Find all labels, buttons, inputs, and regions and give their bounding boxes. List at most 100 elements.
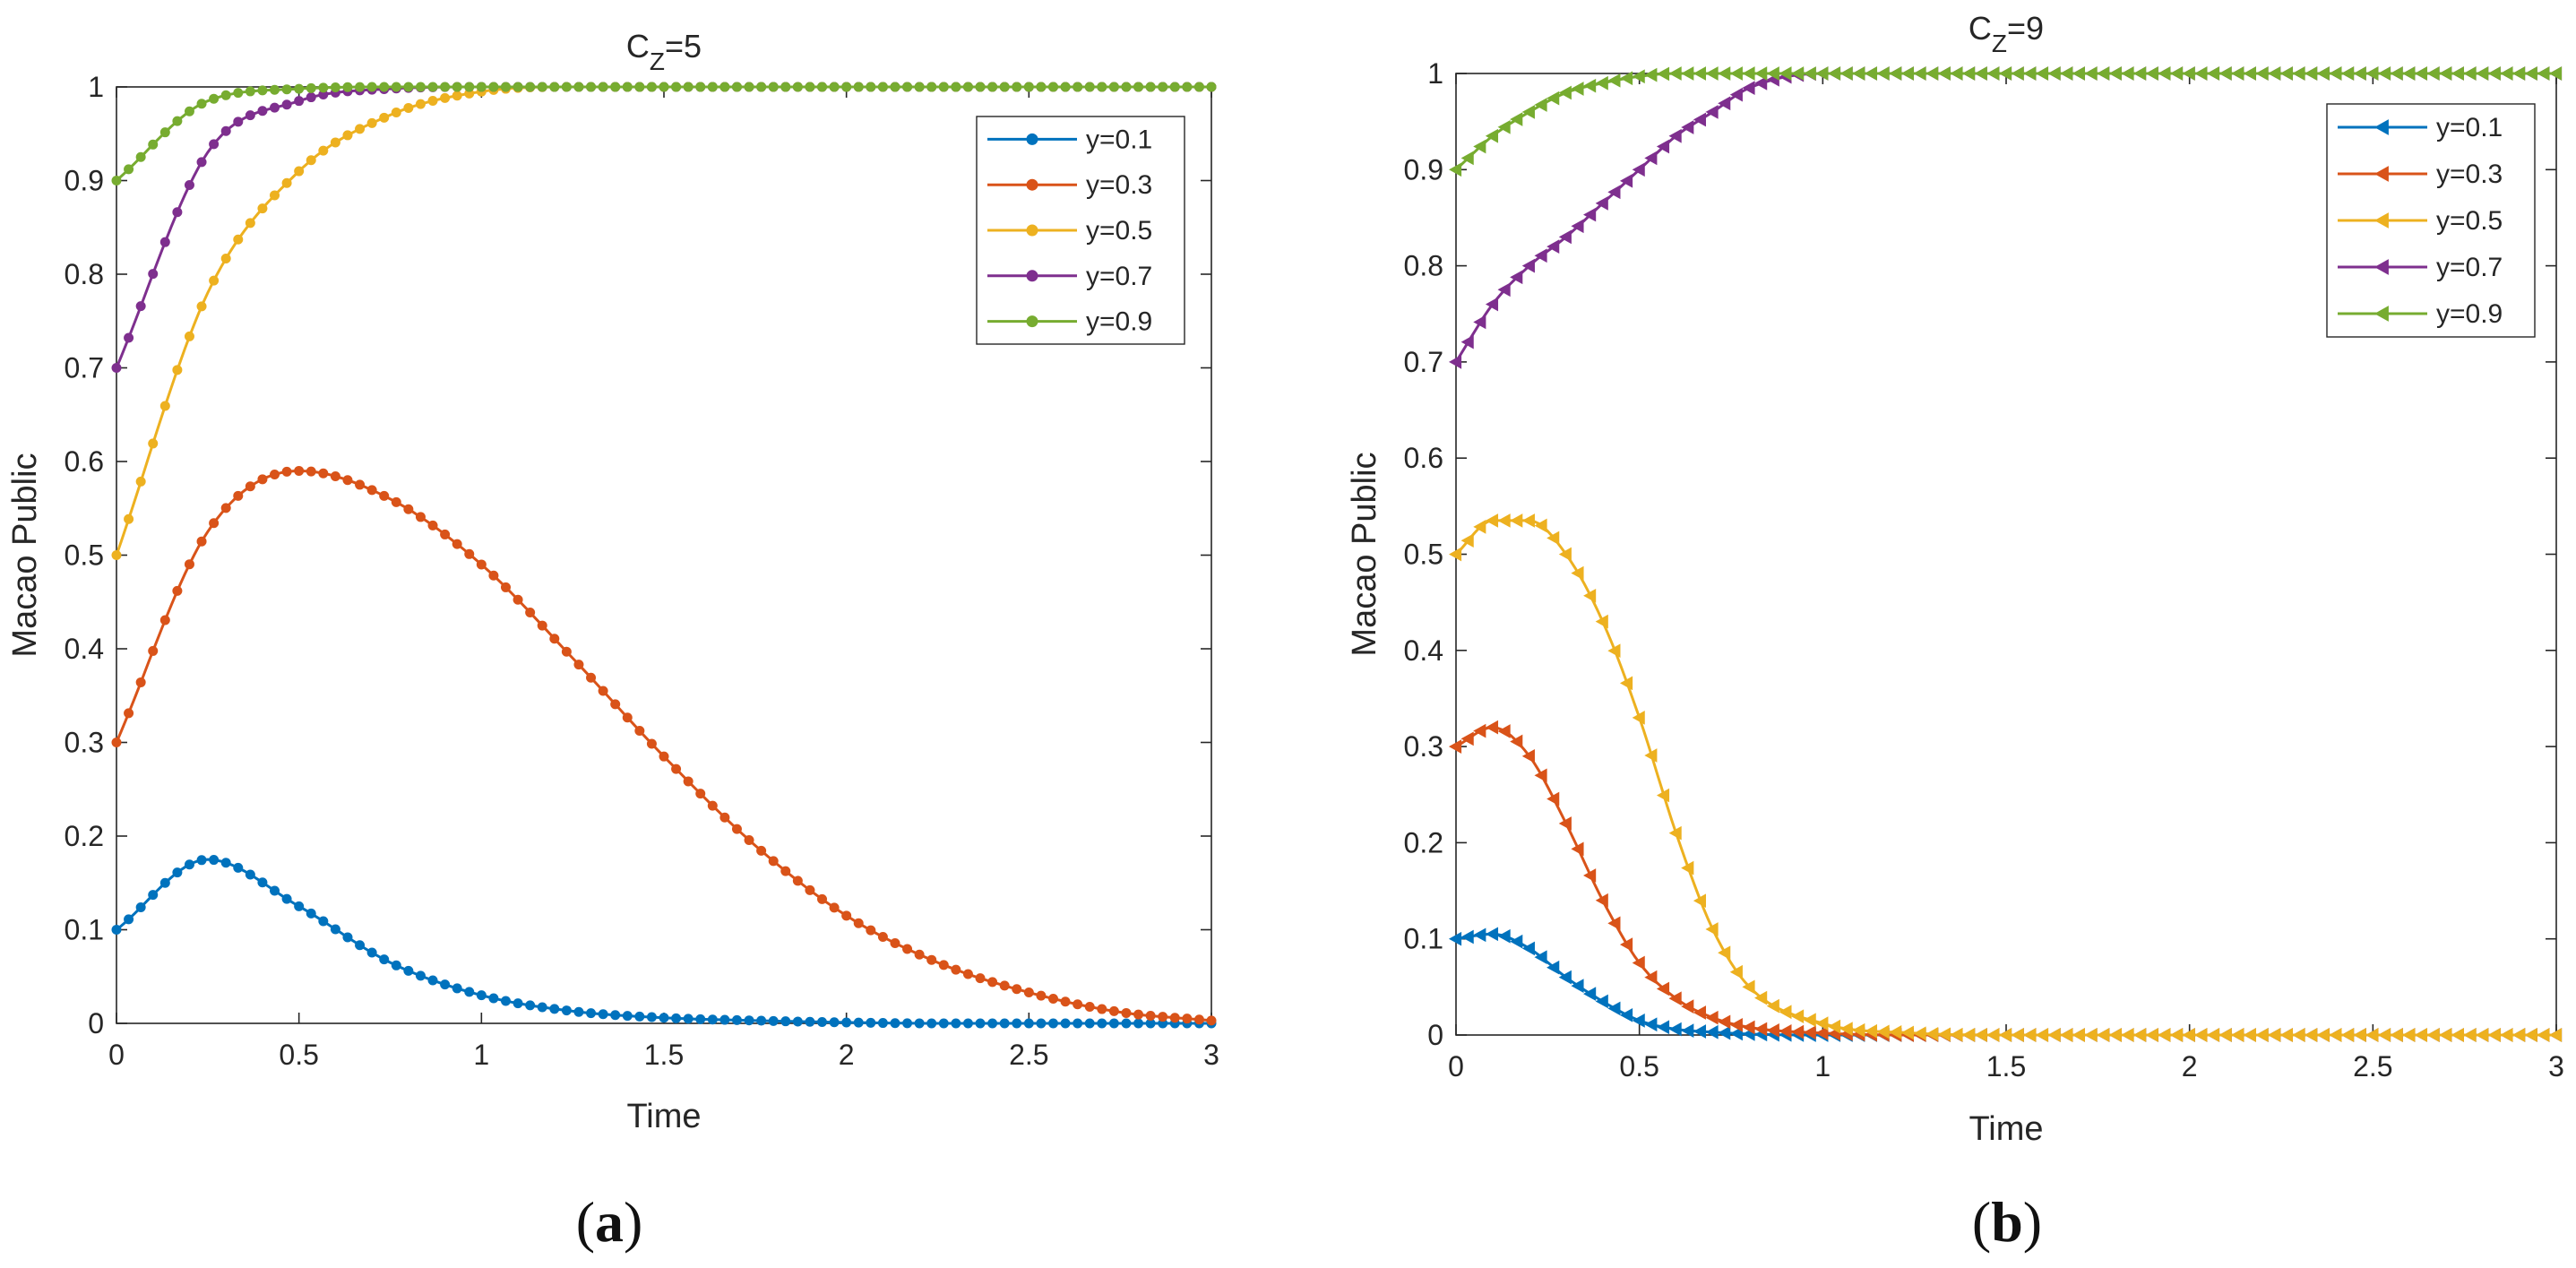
data-point: [2524, 1028, 2537, 1042]
data-point: [184, 106, 194, 116]
data-point: [1036, 1018, 1047, 1029]
data-point: [598, 1009, 608, 1020]
data-point: [1998, 1028, 2012, 1042]
data-point: [1962, 66, 1976, 81]
data-point: [1133, 1018, 1144, 1029]
data-point: [744, 82, 754, 92]
data-point: [1047, 1018, 1058, 1029]
y-tick-label: 0.1: [1404, 923, 1443, 955]
data-point: [1510, 513, 1523, 528]
data-point: [1827, 1019, 1841, 1034]
data-point: [2524, 66, 2537, 81]
legend-marker: [1026, 178, 1038, 191]
data-point: [1485, 720, 1499, 735]
x-axis-label: Time: [626, 1098, 701, 1135]
data-point: [683, 776, 694, 787]
data-point: [1571, 219, 1584, 234]
data-point: [2292, 1028, 2305, 1042]
data-point: [318, 468, 329, 479]
data-point: [294, 166, 305, 177]
data-point: [537, 82, 547, 92]
data-point: [1742, 979, 1755, 995]
data-point: [464, 82, 475, 92]
data-point: [1998, 66, 2012, 81]
data-point: [220, 90, 231, 100]
legend-label: y=0.7: [1086, 262, 1152, 291]
data-point: [890, 82, 900, 92]
data-point: [2329, 1028, 2342, 1042]
data-point: [1558, 816, 1572, 831]
data-point: [1729, 87, 1743, 102]
data-point: [1097, 1018, 1107, 1029]
y-tick-label: 0.2: [65, 820, 104, 852]
data-point: [1497, 724, 1511, 738]
data-point: [1571, 979, 1584, 994]
data-point: [1546, 791, 1560, 807]
data-point: [1510, 112, 1523, 126]
data-point: [415, 99, 426, 109]
data-point: [634, 1011, 645, 1022]
x-tick-label: 1: [1814, 1050, 1831, 1083]
data-point: [1060, 996, 1071, 1007]
data-point: [1742, 66, 1755, 81]
data-point: [1571, 82, 1584, 96]
legend-label: y=0.5: [1086, 216, 1152, 246]
data-point: [1681, 1023, 1694, 1039]
data-point: [403, 965, 414, 976]
data-point: [2353, 1028, 2366, 1042]
data-point: [1583, 588, 1597, 603]
data-point: [2463, 1028, 2477, 1042]
data-point: [695, 1014, 706, 1024]
data-point: [2218, 66, 2232, 81]
data-point: [330, 470, 340, 481]
data-point: [2231, 1028, 2244, 1042]
data-point: [1448, 547, 1462, 562]
data-point: [196, 301, 207, 312]
data-point: [1632, 1014, 1645, 1028]
data-point: [294, 96, 305, 107]
data-point: [2500, 1028, 2513, 1042]
data-point: [1779, 66, 1792, 81]
y-tick-label: 0.4: [65, 633, 104, 665]
data-point: [1619, 71, 1633, 86]
data-point: [2279, 1028, 2293, 1042]
data-point: [355, 124, 366, 134]
data-point: [1950, 66, 1963, 81]
data-point: [1668, 1022, 1682, 1037]
data-point: [306, 82, 316, 93]
data-point: [805, 82, 815, 92]
data-point: [403, 504, 414, 514]
data-point: [853, 918, 864, 928]
data-point: [902, 944, 913, 954]
x-tick-label: 1: [473, 1039, 489, 1071]
data-point: [476, 82, 487, 92]
data-point: [159, 615, 170, 625]
data-point: [342, 130, 353, 141]
data-point: [1718, 66, 1731, 81]
data-point: [962, 1018, 973, 1029]
data-point: [306, 92, 316, 103]
data-point: [366, 82, 377, 92]
data-point: [148, 139, 159, 150]
data-point: [586, 672, 597, 683]
legend-label: y=0.1: [1086, 125, 1152, 154]
data-point: [573, 660, 584, 670]
data-point: [245, 110, 255, 121]
data-point: [270, 469, 280, 479]
legend-label: y=0.5: [2436, 206, 2503, 236]
legend-marker: [2374, 119, 2389, 135]
data-point: [1729, 1026, 1743, 1041]
data-point: [2305, 1028, 2318, 1042]
data-point: [111, 925, 122, 935]
data-point: [2072, 1028, 2085, 1042]
data-point: [184, 180, 194, 191]
data-point: [1766, 66, 1779, 81]
data-point: [1656, 66, 1670, 82]
data-point: [245, 869, 255, 880]
data-point: [2353, 66, 2366, 81]
data-point: [1460, 334, 1474, 349]
data-point: [135, 476, 146, 487]
data-point: [233, 234, 244, 245]
data-point: [124, 164, 134, 175]
data-point: [366, 117, 377, 128]
